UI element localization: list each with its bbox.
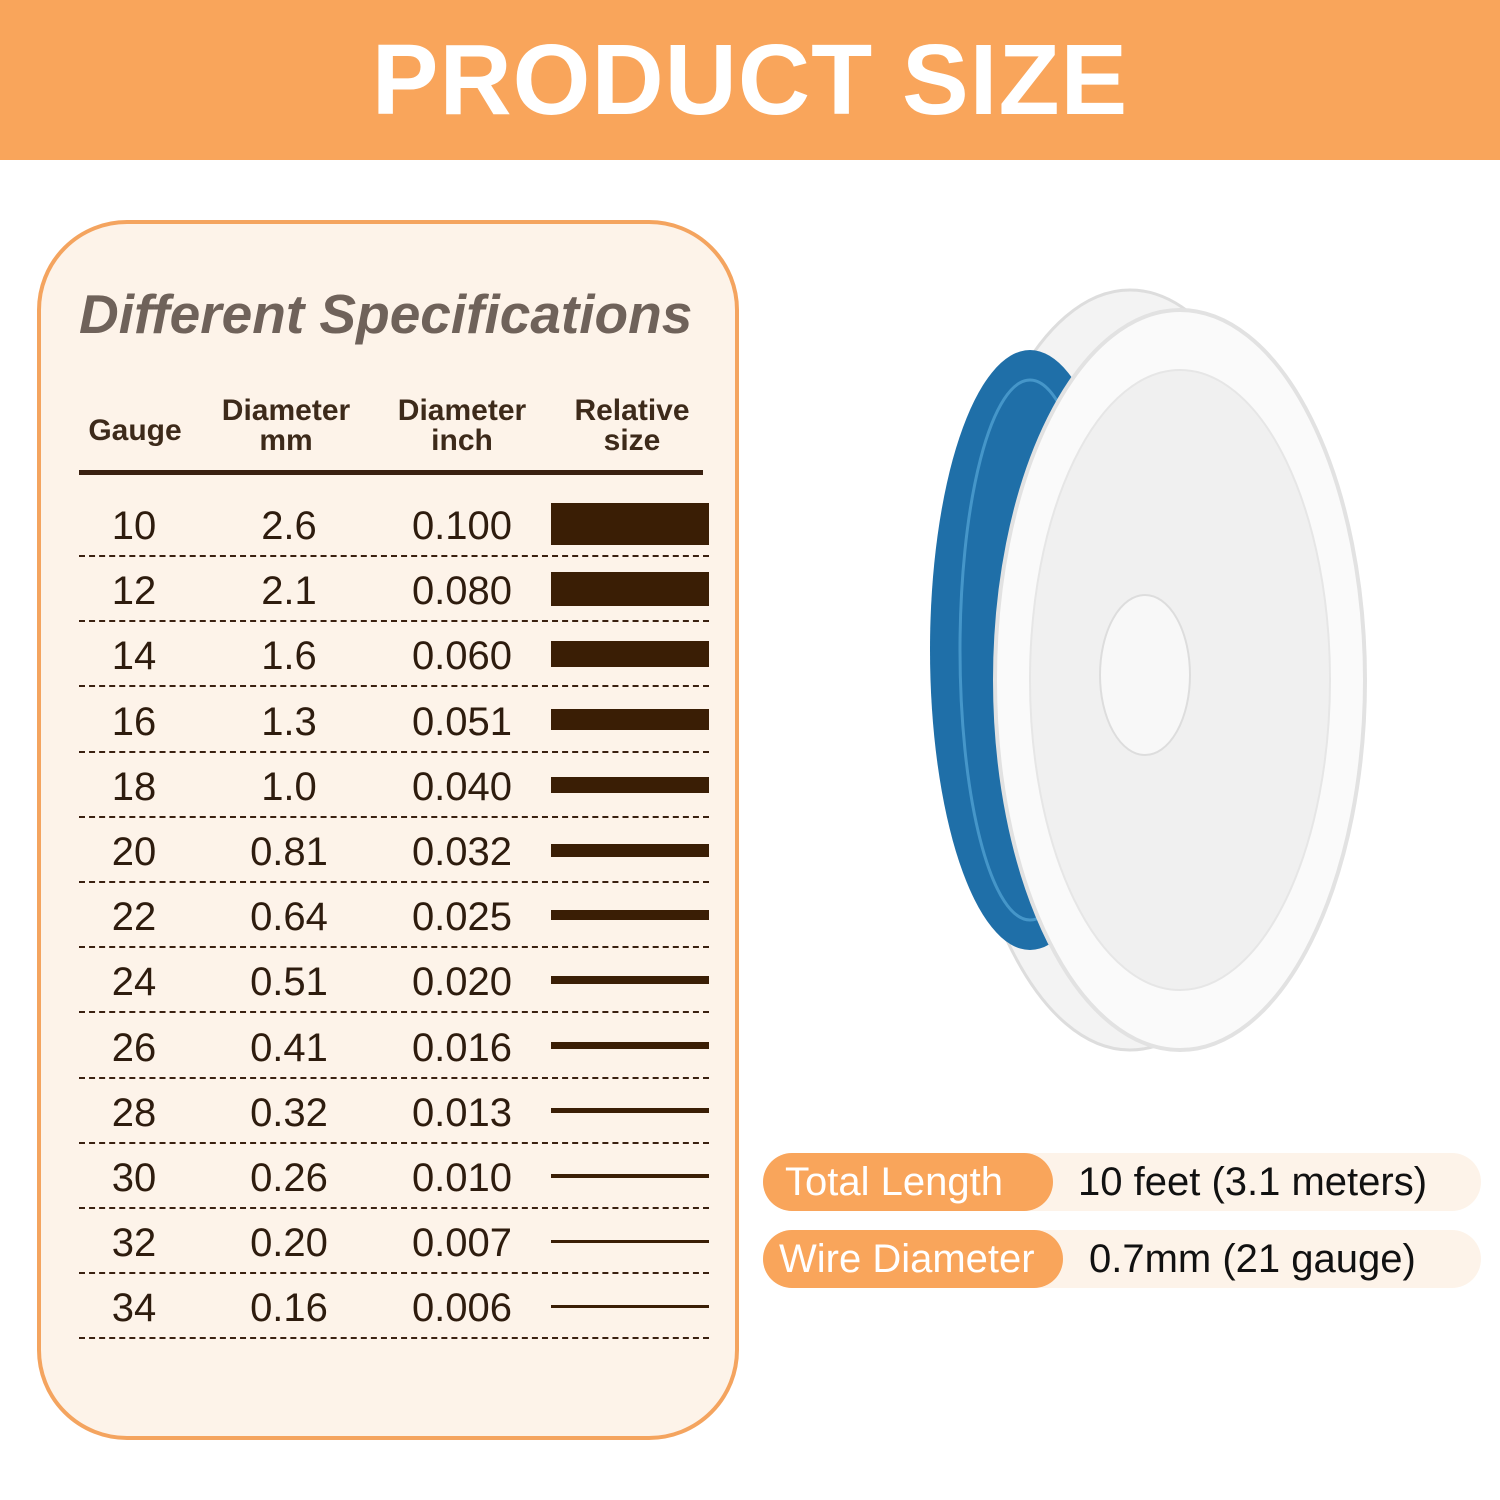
banner: PRODUCT SIZE bbox=[0, 0, 1500, 160]
gauge-cell: 28 bbox=[111, 1090, 157, 1135]
table-row: 10 2.6 0.100 bbox=[79, 492, 709, 557]
gauge-cell: 30 bbox=[111, 1156, 157, 1200]
relative-size-bar bbox=[551, 1042, 709, 1050]
inch-cell: 0.040 bbox=[411, 764, 513, 809]
mm-cell: 1.0 bbox=[261, 764, 317, 809]
table-row: 34 0.16 0.006 bbox=[79, 1274, 709, 1340]
mm-cell: 2.1 bbox=[261, 569, 317, 614]
inch-cell: 0.080 bbox=[411, 569, 513, 614]
total-length-label: Total Length bbox=[763, 1153, 1053, 1211]
relative-size-bar bbox=[551, 709, 709, 731]
header-mm-line2: mm bbox=[259, 424, 313, 457]
inch-cell: 0.006 bbox=[411, 1286, 513, 1331]
gauge-cell: 16 bbox=[111, 699, 157, 744]
mm-cell: 0.41 bbox=[250, 1025, 328, 1070]
header-rel-line1: Relative bbox=[574, 394, 690, 427]
gauge-cell: 34 bbox=[111, 1286, 157, 1331]
header-relative: Relative size bbox=[557, 396, 707, 456]
table-row: 26 0.41 0.016 bbox=[79, 1014, 709, 1079]
mm-cell: 0.32 bbox=[250, 1090, 328, 1135]
wire-diameter-value: 0.7mm (21 gauge) bbox=[1089, 1237, 1416, 1281]
relative-size-bar bbox=[551, 572, 709, 607]
header-divider bbox=[79, 470, 703, 475]
header-inch-line2: inch bbox=[431, 424, 493, 457]
total-length-value: 10 feet (3.1 meters) bbox=[1078, 1160, 1428, 1204]
mm-cell: 1.3 bbox=[261, 699, 317, 744]
gauge-cell: 32 bbox=[111, 1221, 157, 1266]
relative-size-bar bbox=[551, 503, 709, 545]
header-gauge-text: Gauge bbox=[88, 414, 182, 447]
header-inch: Diameter inch bbox=[387, 396, 537, 456]
inch-cell: 0.051 bbox=[411, 699, 513, 744]
total-length-row: Total Length 10 feet (3.1 meters) bbox=[763, 1153, 1481, 1211]
inch-cell: 0.100 bbox=[411, 504, 513, 548]
relative-size-bar bbox=[551, 641, 709, 668]
gauge-cell: 18 bbox=[111, 764, 157, 809]
table-row: 20 0.81 0.032 bbox=[79, 818, 709, 883]
card-title: Different Specifications bbox=[79, 283, 693, 345]
mm-cell: 2.6 bbox=[261, 504, 317, 548]
gauge-cell: 10 bbox=[111, 504, 157, 548]
inch-cell: 0.016 bbox=[411, 1025, 513, 1070]
mm-cell: 0.81 bbox=[250, 830, 328, 874]
table-row: 30 0.26 0.010 bbox=[79, 1144, 709, 1209]
gauge-cell: 20 bbox=[111, 830, 157, 874]
mm-cell: 0.20 bbox=[250, 1221, 328, 1266]
inch-cell: 0.025 bbox=[411, 895, 513, 940]
gauge-cell: 12 bbox=[111, 569, 157, 614]
wire-spool-image bbox=[930, 288, 1367, 1052]
table-row: 28 0.32 0.013 bbox=[79, 1079, 709, 1144]
gauge-cell: 24 bbox=[111, 960, 157, 1005]
inch-cell: 0.060 bbox=[411, 634, 513, 679]
gauge-cell: 22 bbox=[111, 895, 157, 940]
relative-size-bar bbox=[551, 1174, 709, 1178]
table-row: 32 0.20 0.007 bbox=[79, 1209, 709, 1275]
mm-cell: 0.64 bbox=[250, 895, 328, 940]
table-row: 16 1.3 0.051 bbox=[79, 688, 709, 753]
table-row: 22 0.64 0.025 bbox=[79, 883, 709, 949]
mm-cell: 0.51 bbox=[250, 960, 328, 1005]
wire-diameter-label: Wire Diameter bbox=[763, 1230, 1063, 1288]
wire-diameter-row: Wire Diameter 0.7mm (21 gauge) bbox=[763, 1230, 1481, 1288]
relative-size-bar bbox=[551, 1108, 709, 1114]
inch-cell: 0.013 bbox=[411, 1090, 513, 1135]
relative-size-bar bbox=[551, 776, 709, 793]
header-inch-line1: Diameter bbox=[397, 394, 527, 427]
relative-size-bar bbox=[551, 910, 709, 921]
specifications-card: Different Specifications Gauge Diameter m… bbox=[37, 220, 739, 1440]
table-row: 24 0.51 0.020 bbox=[79, 948, 709, 1014]
gauge-cell: 14 bbox=[111, 634, 157, 679]
inch-cell: 0.032 bbox=[411, 830, 513, 874]
table-row: 14 1.6 0.060 bbox=[79, 622, 709, 688]
table-row: 12 2.1 0.080 bbox=[79, 557, 709, 623]
mm-cell: 1.6 bbox=[261, 634, 317, 679]
gauge-cell: 26 bbox=[111, 1025, 157, 1070]
header-rel-line2: size bbox=[603, 424, 661, 457]
header-gauge: Gauge bbox=[79, 416, 191, 446]
header-mm-line1: Diameter bbox=[221, 394, 351, 427]
inch-cell: 0.007 bbox=[411, 1221, 513, 1266]
inch-cell: 0.020 bbox=[411, 960, 513, 1005]
inch-cell: 0.010 bbox=[411, 1156, 513, 1200]
relative-size-bar bbox=[551, 976, 709, 985]
mm-cell: 0.16 bbox=[250, 1286, 328, 1331]
banner-title: PRODUCT SIZE bbox=[371, 23, 1129, 136]
mm-cell: 0.26 bbox=[250, 1156, 328, 1200]
relative-size-bar bbox=[551, 1239, 709, 1243]
relative-size-bar bbox=[551, 843, 709, 857]
header-mm: Diameter mm bbox=[211, 396, 361, 456]
table-row: 18 1.0 0.040 bbox=[79, 753, 709, 818]
relative-size-bar bbox=[551, 1304, 709, 1308]
